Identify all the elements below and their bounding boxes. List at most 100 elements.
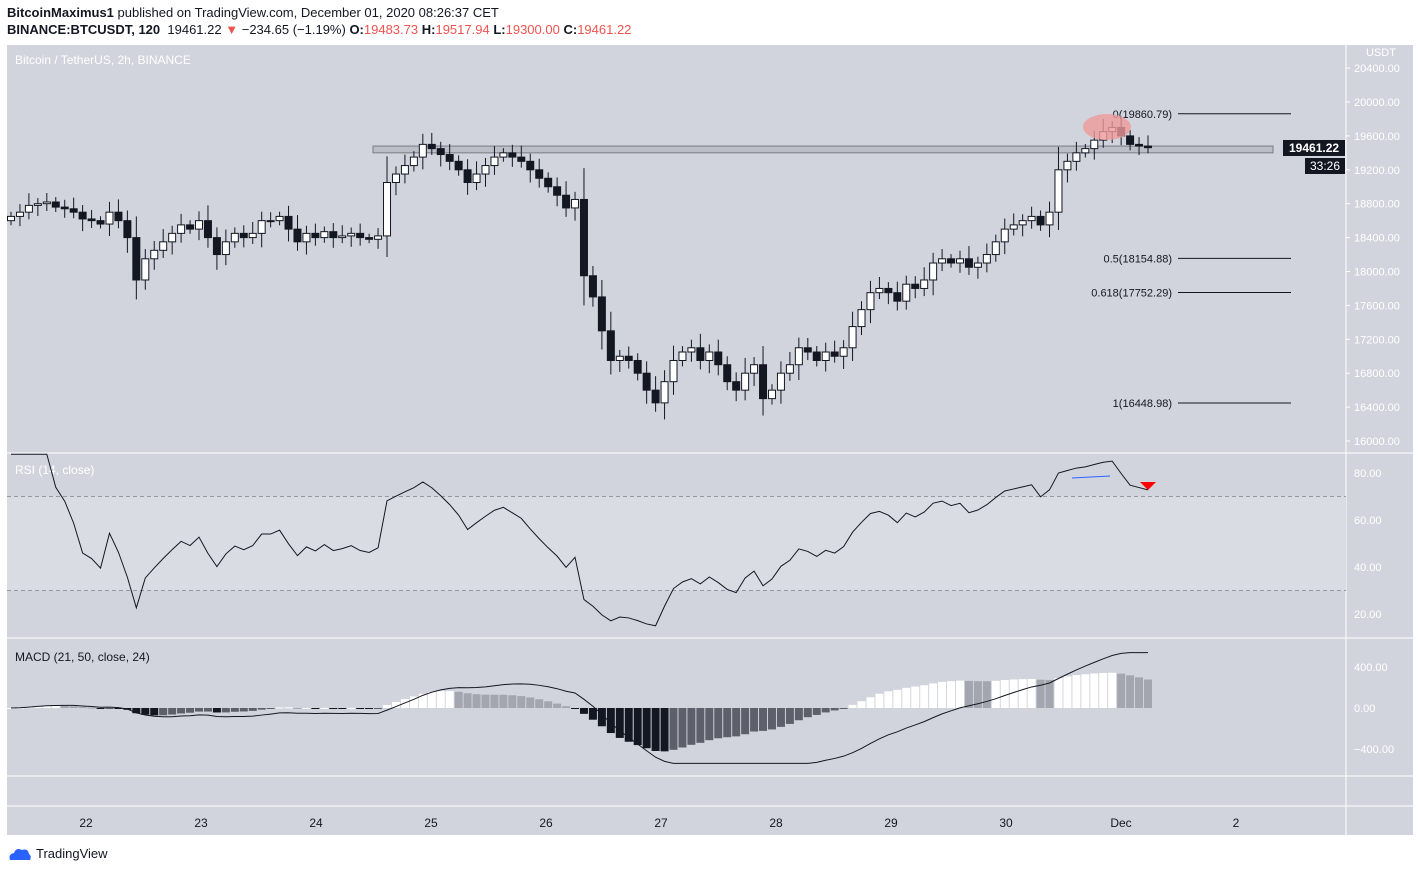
macd-histogram-bar xyxy=(150,708,159,716)
candle-up xyxy=(1027,215,1036,222)
countdown-bg xyxy=(1305,158,1345,174)
countdown-label: 33:26 xyxy=(1310,159,1340,173)
time-tick: 23 xyxy=(194,816,208,830)
macd-histogram-bar xyxy=(750,708,759,732)
macd-histogram-bar xyxy=(759,708,768,731)
price-tick: 17200.00 xyxy=(1354,334,1400,346)
candle-down xyxy=(123,220,132,239)
price-tick: 18800.00 xyxy=(1354,199,1400,211)
macd-histogram-bar xyxy=(186,708,195,713)
candle-up xyxy=(320,231,329,239)
macd-histogram-bar xyxy=(436,691,445,708)
rsi-tick: 80.00 xyxy=(1354,468,1382,480)
candle-up xyxy=(248,232,257,239)
candle-up xyxy=(1072,152,1081,162)
candle-up xyxy=(794,347,803,366)
candle-down xyxy=(427,143,436,150)
candle-up xyxy=(409,156,418,167)
macd-histogram-bar xyxy=(78,706,87,708)
candle-up xyxy=(938,258,947,264)
candle-up xyxy=(750,364,759,374)
macd-histogram-bar xyxy=(1045,679,1054,708)
candle-up xyxy=(195,220,204,230)
candle-down xyxy=(893,292,902,302)
macd-histogram-bar xyxy=(499,694,508,708)
macd-histogram-bar xyxy=(642,708,651,749)
macd-histogram-bar xyxy=(177,708,186,714)
rsi-line xyxy=(11,453,1149,627)
candle-up xyxy=(347,232,356,237)
candle-down xyxy=(651,389,660,404)
macd-histogram-bar xyxy=(418,693,427,708)
candle-down xyxy=(714,351,723,366)
candle-down xyxy=(911,283,920,289)
resistance-zone xyxy=(372,145,1274,154)
candle-down xyxy=(356,232,365,239)
author[interactable]: BitcoinMaximus1 xyxy=(7,5,114,20)
macd-histogram-bar xyxy=(69,706,78,708)
macd-histogram-bar xyxy=(633,708,642,746)
candle-up xyxy=(472,173,481,184)
macd-histogram-bar xyxy=(51,705,60,708)
macd-histogram-bar xyxy=(535,699,544,708)
candle-up xyxy=(839,347,848,357)
candle-up xyxy=(687,347,696,353)
candle-down xyxy=(803,347,812,353)
candle-up xyxy=(383,182,392,237)
candle-down xyxy=(588,275,597,298)
macd-histogram-bar xyxy=(1117,673,1126,708)
candle-down xyxy=(964,258,973,268)
candle-up xyxy=(741,372,750,391)
macd-histogram-bar xyxy=(1072,675,1081,708)
macd-histogram-bar xyxy=(445,691,454,708)
macd-histogram-bar xyxy=(714,708,723,739)
candle-up xyxy=(418,143,427,158)
macd-histogram-bar xyxy=(821,708,830,713)
macd-tick: −400.00 xyxy=(1354,744,1394,756)
tradingview-logo[interactable]: TradingView xyxy=(8,846,108,861)
macd-histogram-bar xyxy=(347,707,356,709)
macd-histogram-bar xyxy=(60,706,69,708)
macd-histogram-bar xyxy=(606,708,615,734)
candle-up xyxy=(929,262,938,281)
macd-histogram-bar xyxy=(660,708,669,752)
macd-histogram-bar xyxy=(42,706,51,708)
candle-up xyxy=(660,381,669,404)
macd-histogram-bar xyxy=(1144,679,1152,708)
macd-histogram-bar xyxy=(212,708,221,713)
macd-histogram-bar xyxy=(794,708,803,721)
macd-histogram-bar xyxy=(544,701,553,708)
macd-histogram-bar xyxy=(839,708,848,709)
candle-down xyxy=(454,160,463,171)
high-value: 19517.94 xyxy=(435,22,490,37)
macd-histogram-bar xyxy=(302,707,311,709)
macd-histogram-bar xyxy=(400,699,409,708)
candle-up xyxy=(1009,224,1018,230)
macd-histogram-bar xyxy=(1036,679,1045,708)
candle-down xyxy=(186,224,195,230)
candle-down xyxy=(239,232,248,239)
macd-histogram-bar xyxy=(284,707,293,709)
time-tick: 22 xyxy=(79,816,93,830)
macd-histogram-bar xyxy=(15,707,24,709)
candle-down xyxy=(445,154,454,162)
time-tick: 27 xyxy=(654,816,668,830)
candle-up xyxy=(920,279,929,289)
price-tick: 16000.00 xyxy=(1354,436,1400,448)
candle-down xyxy=(284,215,293,230)
candle-up xyxy=(1081,148,1090,154)
macd-histogram-bar xyxy=(588,708,597,720)
candle-up xyxy=(1090,139,1099,150)
macd-tick: 0.00 xyxy=(1354,703,1375,715)
candle-up xyxy=(42,201,51,205)
macd-histogram-bar xyxy=(141,708,150,715)
close-value: 19461.22 xyxy=(577,22,632,37)
macd-histogram-bar xyxy=(1135,677,1144,708)
price-tick: 20000.00 xyxy=(1354,97,1400,109)
macd-histogram-bar xyxy=(1000,680,1009,708)
candle-up xyxy=(821,351,830,361)
candle-up xyxy=(141,258,150,281)
candle-up xyxy=(1000,228,1009,243)
high-label: H: xyxy=(421,22,436,37)
